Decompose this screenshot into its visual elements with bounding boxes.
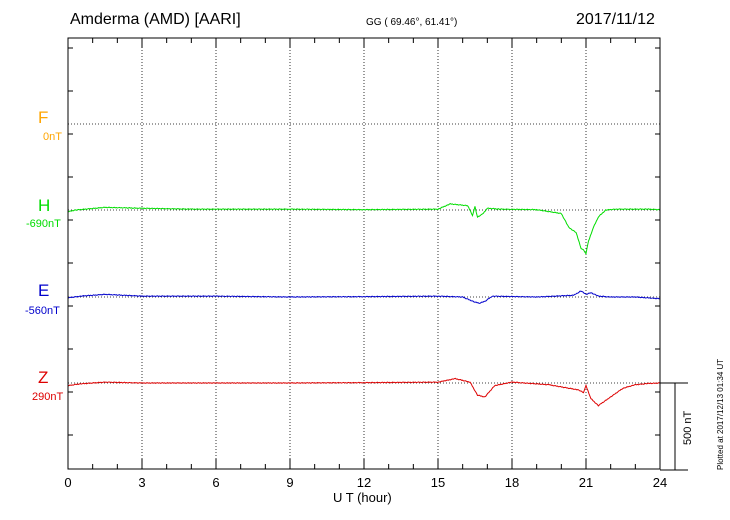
x-tick-label-12: 12 xyxy=(357,475,371,490)
x-tick-label-3: 3 xyxy=(138,475,145,490)
station-title: Amderma (AMD) [AARI] xyxy=(70,11,241,28)
coordinates-label: GG ( 69.46°, 61.41°) xyxy=(366,17,458,28)
x-tick-label-15: 15 xyxy=(431,475,445,490)
series-line-h xyxy=(67,203,661,255)
scale-bar-label: 500 nT xyxy=(682,410,694,445)
x-tick-label-9: 9 xyxy=(286,475,293,490)
plot-traces xyxy=(67,203,661,407)
plot-ticks: 0 3 6 9 12 15 18 21 24 xyxy=(64,38,667,490)
component-label-z: Z xyxy=(38,368,49,387)
baseline-label-f: 0nT xyxy=(43,131,62,143)
baseline-label-e: -560nT xyxy=(25,305,60,317)
component-label-e: E xyxy=(38,281,50,300)
x-tick-label-6: 6 xyxy=(212,475,219,490)
baseline-label-h: -690nT xyxy=(26,218,61,230)
x-tick-label-18: 18 xyxy=(505,475,519,490)
date-label: 2017/11/12 xyxy=(576,11,655,28)
baseline-label-z: 290nT xyxy=(32,391,64,403)
series-line-e xyxy=(67,290,661,304)
component-label-h: H xyxy=(38,196,51,215)
x-axis-title: U T (hour) xyxy=(333,490,392,505)
scale-bar xyxy=(660,382,688,471)
x-tick-label-24: 24 xyxy=(653,475,667,490)
x-tick-label-21: 21 xyxy=(579,475,593,490)
series-line-z xyxy=(67,377,661,407)
x-tick-label-0: 0 xyxy=(64,475,71,490)
plot-grid xyxy=(68,38,660,469)
plotted-timestamp: Plotted at 2017/12/13 01:34 UT xyxy=(716,358,725,470)
component-label-f: F xyxy=(38,108,49,127)
